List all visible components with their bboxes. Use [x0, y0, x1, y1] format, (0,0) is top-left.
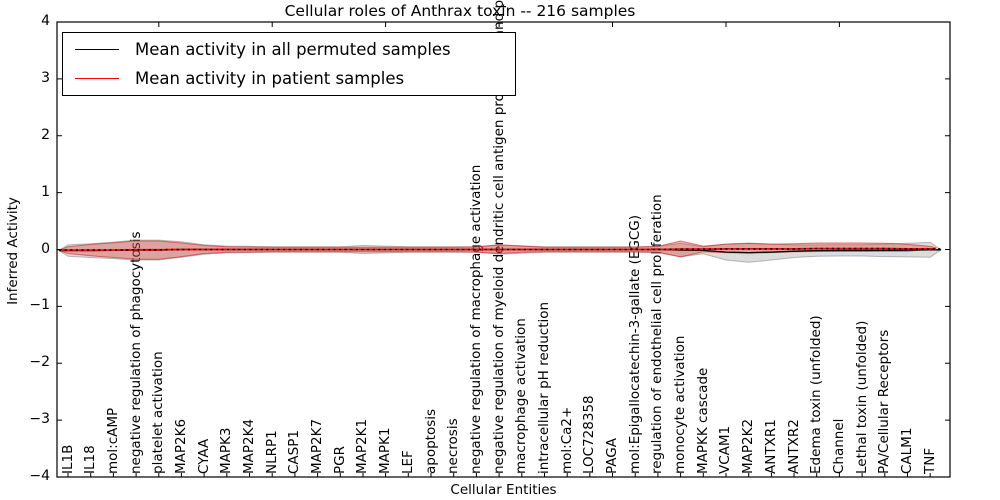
- legend-item-permuted: Mean activity in all permuted samples: [63, 37, 515, 63]
- y-tick-label: 3: [41, 69, 50, 86]
- patient-mean-line: [59, 247, 936, 252]
- legend-label: Mean activity in all permuted samples: [135, 40, 451, 59]
- black-line-swatch: [75, 49, 119, 50]
- legend: Mean activity in all permuted samples Me…: [62, 32, 516, 96]
- y-tick-label: −3: [29, 411, 50, 428]
- y-tick-label: −2: [29, 354, 50, 371]
- y-tick-label: 2: [41, 126, 50, 143]
- x-axis-label: Cellular Entities: [450, 482, 557, 498]
- red-line-swatch: [75, 78, 119, 79]
- y-tick-label: −4: [29, 468, 50, 484]
- legend-item-patient: Mean activity in patient samples: [63, 66, 515, 92]
- y-tick-label: −1: [29, 297, 50, 314]
- chart-title: Cellular roles of Anthrax toxin -- 216 s…: [284, 2, 636, 20]
- axis-ticks: [57, 21, 950, 478]
- y-tick-label: 0: [41, 240, 50, 257]
- y-tick-label: 1: [41, 183, 50, 200]
- y-tick-label: 4: [41, 13, 50, 29]
- legend-label: Mean activity in patient samples: [135, 69, 405, 88]
